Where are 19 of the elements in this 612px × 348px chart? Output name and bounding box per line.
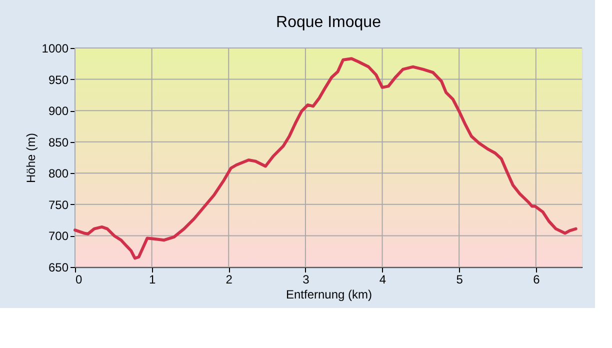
x-tick-label: 6	[533, 272, 540, 286]
y-tick-label: 950	[48, 72, 69, 87]
x-tick-label: 4	[379, 272, 386, 286]
x-tick-label: 2	[226, 272, 233, 286]
y-tick-label: 800	[48, 166, 69, 181]
chart-title: Roque Imoque	[276, 14, 382, 31]
y-tick-label: 700	[48, 229, 69, 244]
x-tick-label: 0	[76, 272, 82, 286]
y-tick-label: 900	[48, 104, 69, 118]
y-tick-label: 650	[48, 260, 69, 274]
line-series	[74, 57, 578, 260]
y-tick-label: 850	[48, 135, 69, 150]
y-tick-label: 750	[48, 198, 69, 212]
y-tick-label: 1000	[42, 42, 69, 56]
x-tick-label: 1	[148, 272, 156, 286]
x-tick-label: 3	[302, 272, 310, 286]
y-axis-title: Höhe (m)	[24, 132, 38, 184]
x-tick-label: 5	[456, 272, 464, 286]
x-axis-title: Entfernung (km)	[286, 288, 372, 302]
